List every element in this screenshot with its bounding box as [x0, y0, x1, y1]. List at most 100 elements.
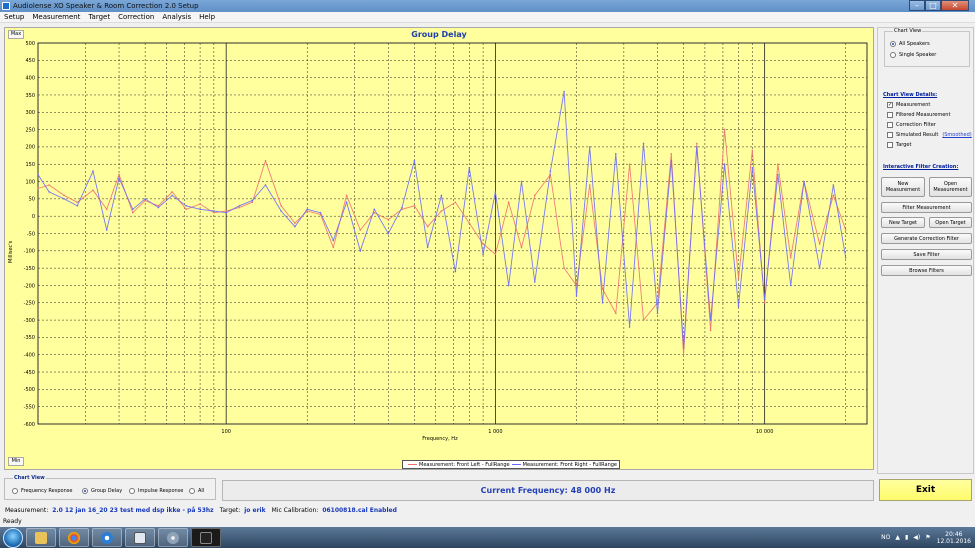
y-tick-label: -400 — [24, 353, 35, 359]
series-front-right-point — [494, 191, 497, 193]
network-icon[interactable]: ▮ — [904, 534, 909, 541]
series-front-left-point — [682, 353, 685, 356]
y-tick-label: -100 — [24, 249, 35, 255]
generate-correction-filter-button[interactable]: Generate Correction Filter — [881, 233, 972, 244]
bottom-chart-view-title: Chart View — [13, 475, 46, 481]
maximize-icon[interactable]: □ — [925, 0, 941, 11]
exit-button[interactable]: Exit — [879, 479, 972, 501]
option-all[interactable]: All — [189, 488, 204, 494]
series-front-left-point — [588, 184, 591, 186]
check-target[interactable]: Target — [887, 142, 911, 148]
check-measurement[interactable]: ✓ Measurement — [887, 102, 930, 108]
series-front-right-point — [789, 284, 792, 287]
series-front-left-point — [737, 277, 740, 280]
check-correction-filter[interactable]: Correction Filter — [887, 122, 936, 128]
radio-all-speakers-icon[interactable] — [890, 41, 896, 47]
series-front-right-point — [171, 194, 173, 197]
minimize-icon[interactable]: – — [909, 0, 925, 11]
option-frequency-response[interactable]: Frequency Response — [12, 488, 72, 494]
new-target-button[interactable]: New Target — [881, 217, 925, 228]
series-front-left-point — [37, 187, 39, 190]
series-front-right-point — [387, 232, 390, 235]
media-player-icon — [101, 531, 113, 544]
option-frequency-label: Frequency Response — [21, 488, 73, 494]
series-front-right-point — [763, 298, 766, 301]
menu-target[interactable]: Target — [88, 13, 111, 21]
menu-correction[interactable]: Correction — [118, 13, 155, 21]
taskbar-disc[interactable] — [158, 528, 188, 547]
check-correction-label: Correction Filter — [896, 122, 936, 128]
checkbox-icon[interactable] — [887, 122, 893, 128]
taskbar-audiolense[interactable] — [191, 528, 221, 547]
radio-icon[interactable] — [12, 488, 18, 494]
min-button[interactable]: Min — [8, 457, 24, 466]
chrome-icon — [68, 531, 80, 544]
open-target-button[interactable]: Open Target — [929, 217, 972, 228]
checkbox-icon[interactable] — [887, 112, 893, 118]
radio-icon[interactable] — [189, 488, 195, 494]
option-group-delay[interactable]: Group Delay — [82, 488, 122, 494]
tray-arrow-icon[interactable]: ▲ — [895, 534, 900, 541]
system-tray: NO ▲ ▮ ◀) ⚑ 20:46 12.01.2016 — [876, 527, 971, 548]
smoothed-link[interactable]: (Smoothed) — [942, 132, 972, 138]
series-front-left-point — [144, 199, 146, 202]
chart-view-group: Chart View All Speakers Single Speaker — [884, 28, 970, 67]
series-front-right-point — [656, 312, 659, 314]
radio-selected-icon[interactable] — [82, 488, 88, 494]
series-front-right-point — [563, 90, 565, 93]
mic-calibration-label: Mic Calibration: — [271, 506, 319, 514]
check-filtered-measurement[interactable]: Filtered Measurement — [887, 112, 950, 118]
taskbar-media[interactable] — [92, 528, 122, 547]
flag-icon[interactable]: ⚑ — [925, 534, 931, 541]
series-front-left-point — [601, 288, 604, 290]
new-measurement-button[interactable]: New Measurement — [881, 177, 925, 197]
taskbar-window[interactable] — [125, 528, 155, 547]
series-front-left-point — [696, 142, 698, 145]
radio-single-speaker-icon[interactable] — [890, 52, 896, 58]
radio-single-speaker[interactable]: Single Speaker — [890, 52, 936, 58]
y-tick-label: 150 — [25, 162, 35, 168]
save-filter-button[interactable]: Save Filter — [881, 249, 972, 260]
series-front-left-point — [280, 204, 282, 207]
max-button[interactable]: Max — [8, 30, 24, 39]
checkbox-icon[interactable] — [887, 132, 893, 138]
chart-title: Group Delay — [411, 30, 467, 39]
radio-all-speakers[interactable]: All Speakers — [890, 41, 930, 47]
series-front-right-point — [199, 208, 201, 211]
option-impulse-label: Impulse Response — [138, 488, 184, 494]
open-measurement-button[interactable]: Open Measurement — [929, 177, 972, 197]
group-delay-chart[interactable]: 500450400350300250200150100500-50-100-15… — [5, 28, 873, 469]
language-indicator[interactable]: NO — [881, 534, 891, 541]
menu-measurement[interactable]: Measurement — [32, 13, 81, 21]
series-front-right-point — [359, 250, 362, 252]
series-front-left-point — [118, 173, 120, 176]
browse-filters-button[interactable]: Browse Filters — [881, 265, 972, 276]
taskbar-chrome[interactable] — [59, 528, 89, 547]
series-front-left-point — [171, 191, 173, 193]
bottom-chart-view-group: Chart View Frequency Response Group Dela… — [4, 475, 216, 500]
series-front-left-point — [563, 267, 565, 269]
series-front-right-point — [751, 166, 754, 169]
series-front-left-point — [832, 194, 835, 197]
volume-icon[interactable]: ◀) — [913, 534, 921, 541]
check-simulated-result[interactable]: Simulated Result (Smoothed) — [887, 132, 972, 138]
window-title: Audiolense XO Speaker & Room Correction … — [13, 2, 199, 10]
start-button[interactable] — [3, 527, 23, 548]
checkbox-checked-icon[interactable]: ✓ — [887, 102, 893, 108]
menu-analysis[interactable]: Analysis — [162, 13, 192, 21]
series-front-right-point — [264, 184, 267, 186]
menu-setup[interactable]: Setup — [4, 13, 25, 21]
filter-measurement-button[interactable]: Filter Measurement — [881, 202, 972, 213]
chart-view-title: Chart View — [893, 28, 923, 34]
close-icon[interactable]: ✕ — [941, 0, 969, 11]
checkbox-icon[interactable] — [887, 142, 893, 148]
menu-help[interactable]: Help — [199, 13, 216, 21]
series-front-right-point — [118, 177, 120, 179]
radio-icon[interactable] — [129, 488, 135, 494]
series-front-right-point — [709, 319, 712, 321]
taskbar-explorer[interactable] — [26, 528, 56, 547]
series-front-left-point — [844, 229, 847, 231]
option-impulse-response[interactable]: Impulse Response — [129, 488, 183, 494]
clock[interactable]: 20:46 12.01.2016 — [937, 531, 971, 545]
series-front-right-point — [319, 211, 322, 214]
